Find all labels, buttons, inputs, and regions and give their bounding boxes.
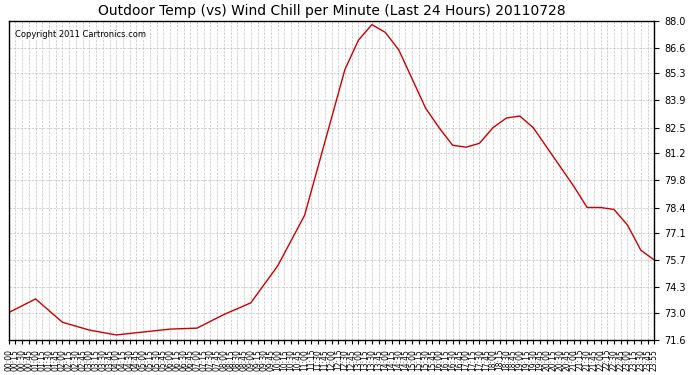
Title: Outdoor Temp (vs) Wind Chill per Minute (Last 24 Hours) 20110728: Outdoor Temp (vs) Wind Chill per Minute … (98, 4, 565, 18)
Text: Copyright 2011 Cartronics.com: Copyright 2011 Cartronics.com (15, 30, 146, 39)
